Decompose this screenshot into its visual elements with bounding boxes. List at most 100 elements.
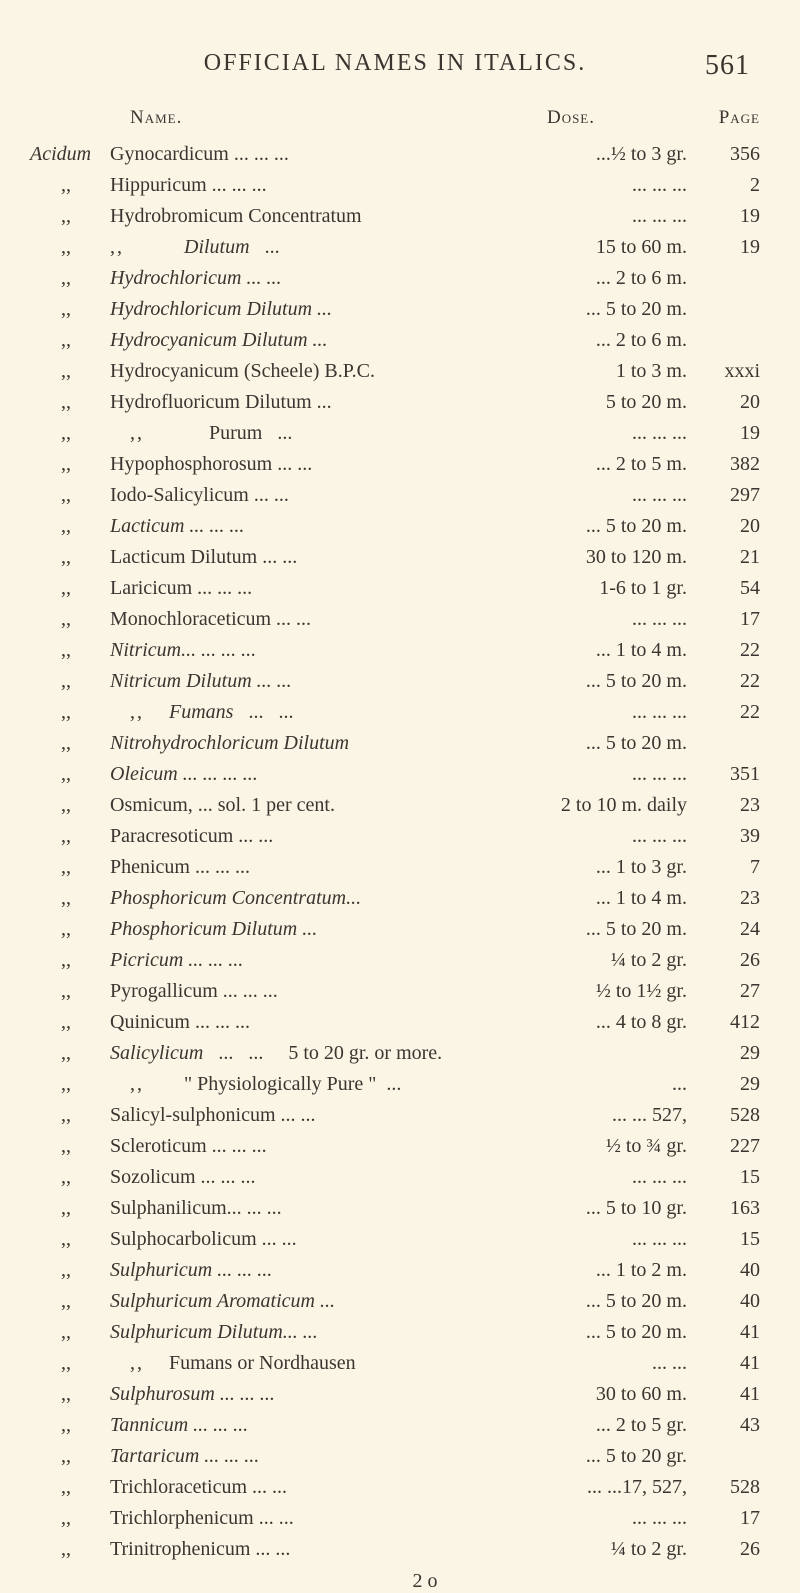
entry-name: Sulphuricum Dilutum... ...	[110, 1317, 495, 1348]
entry-name: Phosphoricum Concentratum...	[110, 883, 495, 914]
entry-dose: ... 2 to 6 m.	[495, 263, 705, 294]
index-entry: ,,Lacticum ... ... ...... 5 to 20 m.20	[30, 511, 760, 542]
entry-dose: 1-6 to 1 gr.	[495, 573, 705, 604]
entry-dose: ... ... ...	[495, 170, 705, 201]
entry-page: 20	[705, 511, 760, 542]
entry-name: Nitricum... ... ... ...	[110, 635, 495, 666]
entry-dose: 5 to 20 m.	[495, 387, 705, 418]
entry-dose: ... ... ...	[495, 821, 705, 852]
entry-page: 15	[705, 1162, 760, 1193]
entry-prefix: ,,	[30, 1503, 110, 1534]
entry-name: Laricicum ... ... ...	[110, 573, 495, 604]
col-header-dose: Dose.	[270, 107, 690, 129]
entry-page: 41	[705, 1348, 760, 1379]
entry-dose: ... 2 to 6 m.	[495, 325, 705, 356]
entry-page: 29	[705, 1038, 760, 1069]
entry-dose: ... 5 to 10 gr.	[495, 1193, 705, 1224]
index-entry: ,, ,, " Physiologically Pure " ......29	[30, 1069, 760, 1100]
entry-page: 40	[705, 1286, 760, 1317]
entry-prefix: ,,	[30, 1255, 110, 1286]
entry-dose: ... 5 to 20 m.	[495, 1317, 705, 1348]
entry-dose: ... ... 527,	[495, 1100, 705, 1131]
entries-list: AcidumGynocardicum ... ... ......½ to 3 …	[30, 139, 760, 1565]
entry-page: 39	[705, 821, 760, 852]
entry-name: Lacticum Dilutum ... ...	[110, 542, 495, 573]
entry-page: 17	[705, 1503, 760, 1534]
entry-dose: ... 1 to 2 m.	[495, 1255, 705, 1286]
entry-prefix: ,,	[30, 604, 110, 635]
index-entry: ,,Lacticum Dilutum ... ...30 to 120 m.21	[30, 542, 760, 573]
index-entry: ,,Phosphoricum Concentratum...... 1 to 4…	[30, 883, 760, 914]
index-entry: ,,Nitrohydrochloricum Dilutum... 5 to 20…	[30, 728, 760, 759]
index-entry: ,,Sulphuricum Aromaticum ...... 5 to 20 …	[30, 1286, 760, 1317]
entry-prefix: ,,	[30, 1038, 110, 1069]
entry-prefix: ,,	[30, 1007, 110, 1038]
entry-prefix: ,,	[30, 542, 110, 573]
index-entry: ,,Phenicum ... ... ...... 1 to 3 gr.7	[30, 852, 760, 883]
entry-dose: ...	[495, 1069, 705, 1100]
entry-page: 7	[705, 852, 760, 883]
entry-prefix: ,,	[30, 1472, 110, 1503]
col-header-name: Name.	[30, 107, 270, 129]
entry-page: 356	[705, 139, 760, 170]
entry-prefix: ,,	[30, 1193, 110, 1224]
entry-page: 27	[705, 976, 760, 1007]
footer-signature: 2 o	[30, 1570, 760, 1593]
entry-dose: ... 1 to 4 m.	[495, 635, 705, 666]
entry-prefix: ,,	[30, 666, 110, 697]
entry-name: Sulphurosum ... ... ...	[110, 1379, 495, 1410]
entry-page: 22	[705, 697, 760, 728]
entry-name: Sulphuricum ... ... ...	[110, 1255, 495, 1286]
entry-page: 54	[705, 573, 760, 604]
entry-prefix: ,,	[30, 201, 110, 232]
entry-prefix: ,,	[30, 170, 110, 201]
entry-name: Scleroticum ... ... ...	[110, 1131, 495, 1162]
entry-prefix: ,,	[30, 790, 110, 821]
entry-dose: ¼ to 2 gr.	[495, 1534, 705, 1565]
header-title: OFFICIAL NAMES IN ITALICS.	[204, 50, 587, 76]
index-entry: ,,Sulphocarbolicum ... ...... ... ...15	[30, 1224, 760, 1255]
index-entry: ,,Iodo-Salicylicum ... ...... ... ...297	[30, 480, 760, 511]
entry-name: Trichlorphenicum ... ...	[110, 1503, 495, 1534]
entry-dose: 30 to 120 m.	[495, 542, 705, 573]
entry-name: Tartaricum ... ... ...	[110, 1441, 495, 1472]
entry-prefix: ,,	[30, 945, 110, 976]
entry-page: 26	[705, 1534, 760, 1565]
index-entry: ,, ,, Fumans ... ...... ... ...22	[30, 697, 760, 728]
entry-name: Paracresoticum ... ...	[110, 821, 495, 852]
entry-page: 23	[705, 883, 760, 914]
index-entry: ,,Hydrofluoricum Dilutum ...5 to 20 m.20	[30, 387, 760, 418]
entry-prefix: ,,	[30, 852, 110, 883]
entry-name: Salicyl-sulphonicum ... ...	[110, 1100, 495, 1131]
index-entry: ,,Trinitrophenicum ... ...¼ to 2 gr.26	[30, 1534, 760, 1565]
entry-prefix: ,,	[30, 480, 110, 511]
index-entry: ,,Osmicum, ... sol. 1 per cent.2 to 10 m…	[30, 790, 760, 821]
entry-prefix: ,,	[30, 1131, 110, 1162]
entry-name: Sulphuricum Aromaticum ...	[110, 1286, 495, 1317]
entry-name: Trinitrophenicum ... ...	[110, 1534, 495, 1565]
entry-name: Hydrocyanicum Dilutum ...	[110, 325, 495, 356]
entry-name: Tannicum ... ... ...	[110, 1410, 495, 1441]
entry-dose: ... 2 to 5 m.	[495, 449, 705, 480]
index-entry: AcidumGynocardicum ... ... ......½ to 3 …	[30, 139, 760, 170]
entry-name: Hydrochloricum Dilutum ...	[110, 294, 495, 325]
entry-prefix: ,,	[30, 418, 110, 449]
index-entry: ,,Trichlorphenicum ... ...... ... ...17	[30, 1503, 760, 1534]
index-entry: ,,Pyrogallicum ... ... ...½ to 1½ gr.27	[30, 976, 760, 1007]
entry-prefix: ,,	[30, 449, 110, 480]
entry-prefix: ,,	[30, 697, 110, 728]
index-entry: ,,Hydrocyanicum Dilutum ...... 2 to 6 m.	[30, 325, 760, 356]
entry-prefix: ,,	[30, 294, 110, 325]
entry-dose: ... ... ...	[495, 201, 705, 232]
entry-name: Trichloraceticum ... ...	[110, 1472, 495, 1503]
index-entry: ,,Oleicum ... ... ... ...... ... ...351	[30, 759, 760, 790]
entry-page: 24	[705, 914, 760, 945]
entry-prefix: ,,	[30, 1317, 110, 1348]
entry-prefix: ,,	[30, 635, 110, 666]
entry-page: 22	[705, 666, 760, 697]
entry-page: 22	[705, 635, 760, 666]
entry-prefix: ,,	[30, 1224, 110, 1255]
index-entry: ,,Tartaricum ... ... ...... 5 to 20 gr.	[30, 1441, 760, 1472]
entry-dose: ½ to ¾ gr.	[495, 1131, 705, 1162]
entry-dose: ...½ to 3 gr.	[495, 139, 705, 170]
